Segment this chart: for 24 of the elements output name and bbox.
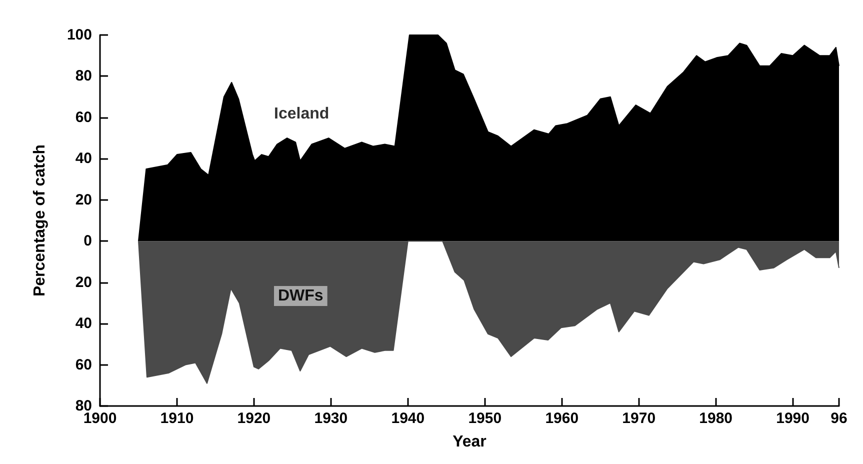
x-tick-label: 1930 bbox=[314, 410, 348, 427]
annotation: Iceland bbox=[274, 106, 330, 122]
y-tick-label: 40 bbox=[75, 315, 92, 332]
annotation: DWFs bbox=[278, 288, 324, 304]
x-tick-label: 1960 bbox=[545, 410, 579, 427]
x-axis-title: Year bbox=[452, 434, 486, 450]
x-tick-label: 1980 bbox=[699, 410, 733, 427]
y-tick-label: 20 bbox=[75, 191, 92, 208]
y-tick-label: 60 bbox=[75, 356, 92, 374]
y-tick-label: 80 bbox=[75, 68, 92, 85]
y-tick-label: 40 bbox=[75, 150, 92, 168]
y-tick-label: 20 bbox=[75, 274, 92, 291]
y-tick-label: 0 bbox=[84, 232, 92, 250]
x-tick-label: 1990 bbox=[776, 410, 810, 427]
x-tick-label: 1940 bbox=[391, 410, 425, 427]
y-axis-title: Percentage of catch bbox=[32, 144, 48, 297]
y-tick-label: 100 bbox=[66, 26, 92, 44]
x-tick-label: 1970 bbox=[622, 410, 656, 427]
x-tick-label: 1910 bbox=[160, 410, 194, 427]
x-tick-label: 1920 bbox=[237, 410, 271, 427]
x-tick-label: 1950 bbox=[468, 410, 502, 427]
y-tick-label: 60 bbox=[75, 108, 92, 126]
x-tick-label: 96 bbox=[830, 410, 848, 427]
x-tick-label: 1900 bbox=[83, 410, 117, 427]
